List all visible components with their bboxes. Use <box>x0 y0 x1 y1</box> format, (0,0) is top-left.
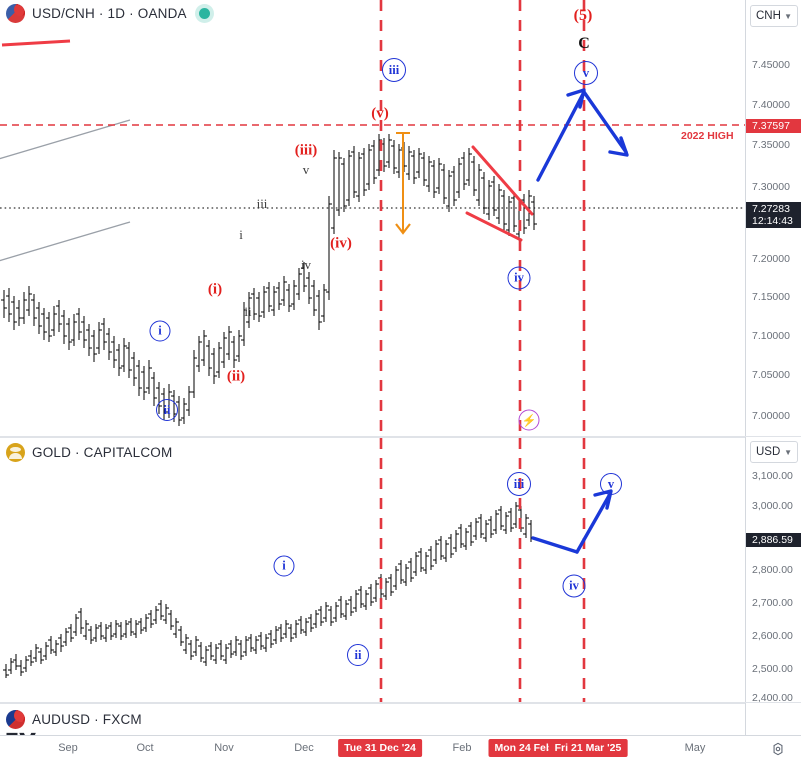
wave-label-circle-ii: ii <box>156 399 178 421</box>
wave-label-iv-minor: iv <box>300 257 312 272</box>
wave-label-5-paren: (5) <box>573 7 593 24</box>
wave-label-iv-paren: (iv) <box>330 235 352 252</box>
pane-audusd <box>0 703 745 735</box>
symbol-header-audusd-text: AUDUSD · FXCM <box>32 712 142 727</box>
price-tick: 2,800.00 <box>752 564 793 576</box>
wave-label-iii-minor: iii <box>256 196 268 211</box>
wave-label-v-minor: v <box>302 162 310 177</box>
pane-separator <box>0 436 801 437</box>
gear-icon[interactable] <box>771 742 785 756</box>
price-tick: 2,600.00 <box>752 630 793 642</box>
live-status-dot <box>198 8 210 19</box>
gold-wave-label-circle-v: v <box>600 473 622 495</box>
symbol-header-usdcnh[interactable]: USD/CNH · 1D · OANDA <box>6 4 210 23</box>
wave-label-i-paren: (i) <box>207 281 223 298</box>
wave-label-text: iii <box>388 62 400 77</box>
price-tick: 7.35000 <box>752 139 790 151</box>
wave-label-text: v <box>582 65 590 80</box>
price-tick: 7.05000 <box>752 369 790 381</box>
price-tick: 7.15000 <box>752 291 790 303</box>
gold-wave-label-circle-i: i <box>273 555 295 577</box>
last-price-countdown: 12:14:43 <box>752 215 793 227</box>
last-price-value: 7.27283 <box>752 203 790 215</box>
gold-wave-label-circle-iv: iv <box>562 574 586 598</box>
time-label: Sep <box>58 742 78 754</box>
wave-label-circle-iii: iii <box>382 58 406 82</box>
wave-label-ii-paren: (ii) <box>226 368 246 385</box>
wave-label-text: iv <box>514 270 524 285</box>
gold-icon <box>6 443 25 462</box>
price-tick: 7.00000 <box>752 410 790 422</box>
price-tick: 3,000.00 <box>752 500 793 512</box>
wave-label-iii-paren: (iii) <box>294 142 318 159</box>
symbol-header-usdcnh-text: USD/CNH · 1D · OANDA <box>32 6 187 21</box>
gold-wave-label-circle-iii: iii <box>507 472 531 496</box>
currency-selector-usd[interactable]: USD ▼ <box>750 441 798 463</box>
au-us-flag-icon <box>6 710 25 729</box>
chevron-down-icon: ▼ <box>784 11 792 21</box>
us-cn-flag-icon <box>6 4 25 23</box>
time-label: May <box>684 742 706 754</box>
pane-usdcnh: i ii iii v iv (i) (ii) (iii) (iv) (v) ( <box>0 0 745 435</box>
currency-label: USD <box>756 446 781 458</box>
price-tick: 7.20000 <box>752 253 790 265</box>
gold-wave-label-circle-ii: ii <box>347 644 369 666</box>
time-label: Oct <box>136 742 154 754</box>
price-badge-high: 7.37597 <box>746 119 801 133</box>
currency-label: CNH <box>756 10 781 22</box>
wave-label-circle-i: i <box>149 320 171 342</box>
price-tick: 7.40000 <box>752 99 790 111</box>
usdcnh-chart-svg <box>0 0 745 435</box>
price-tick: 3,100.00 <box>752 470 793 482</box>
pane-separator <box>0 702 801 703</box>
wave-label-v-paren: (v) <box>371 105 389 122</box>
time-axis[interactable]: Sep Oct Nov Dec Tue 31 Dec '24 Feb Mon 2… <box>0 735 801 761</box>
time-label: Feb <box>452 742 472 754</box>
wave-label-circle-v: v <box>574 61 598 85</box>
symbol-header-audusd[interactable]: AUDUSD · FXCM <box>6 710 142 729</box>
wave-label-ii-minor: ii <box>244 304 252 319</box>
lightning-bolt-icon[interactable]: ⚡ <box>518 409 540 431</box>
symbol-header-gold[interactable]: GOLD · CAPITALCOM <box>6 443 172 462</box>
price-tick: 7.10000 <box>752 330 790 342</box>
gold-price-badge-last: 2,886.59 <box>746 533 801 547</box>
price-tick: 2,400.00 <box>752 692 793 704</box>
time-label: Nov <box>214 742 234 754</box>
price-scale[interactable]: CNH ▼ 7.45000 7.40000 7.37597 7.35000 7.… <box>745 0 801 735</box>
wave-label-text: ii <box>163 402 171 417</box>
time-label: Dec <box>294 742 314 754</box>
time-label-highlight: Tue 31 Dec '24 <box>338 739 422 757</box>
symbol-header-gold-text: GOLD · CAPITALCOM <box>32 445 173 460</box>
wave-label-i-minor: i <box>239 227 243 242</box>
price-badge-last: 7.27283 12:14:43 <box>746 202 801 228</box>
price-tick: 7.30000 <box>752 181 790 193</box>
price-tick: 7.45000 <box>752 59 790 71</box>
high-line-label: 2022 HIGH <box>681 130 734 142</box>
currency-selector-cnh[interactable]: CNH ▼ <box>750 5 798 27</box>
pane-gold: i ii iii iv v <box>0 437 745 702</box>
wave-label-c: C <box>578 35 590 52</box>
chevron-down-icon: ▼ <box>784 447 792 457</box>
price-tick: 2,500.00 <box>752 663 793 675</box>
gold-chart-svg <box>3 438 613 702</box>
wave-label-text: i <box>158 323 162 338</box>
time-label-highlight: Fri 21 Mar '25 <box>548 739 628 757</box>
wave-label-circle-iv: iv <box>507 266 531 290</box>
price-tick: 2,700.00 <box>752 597 793 609</box>
